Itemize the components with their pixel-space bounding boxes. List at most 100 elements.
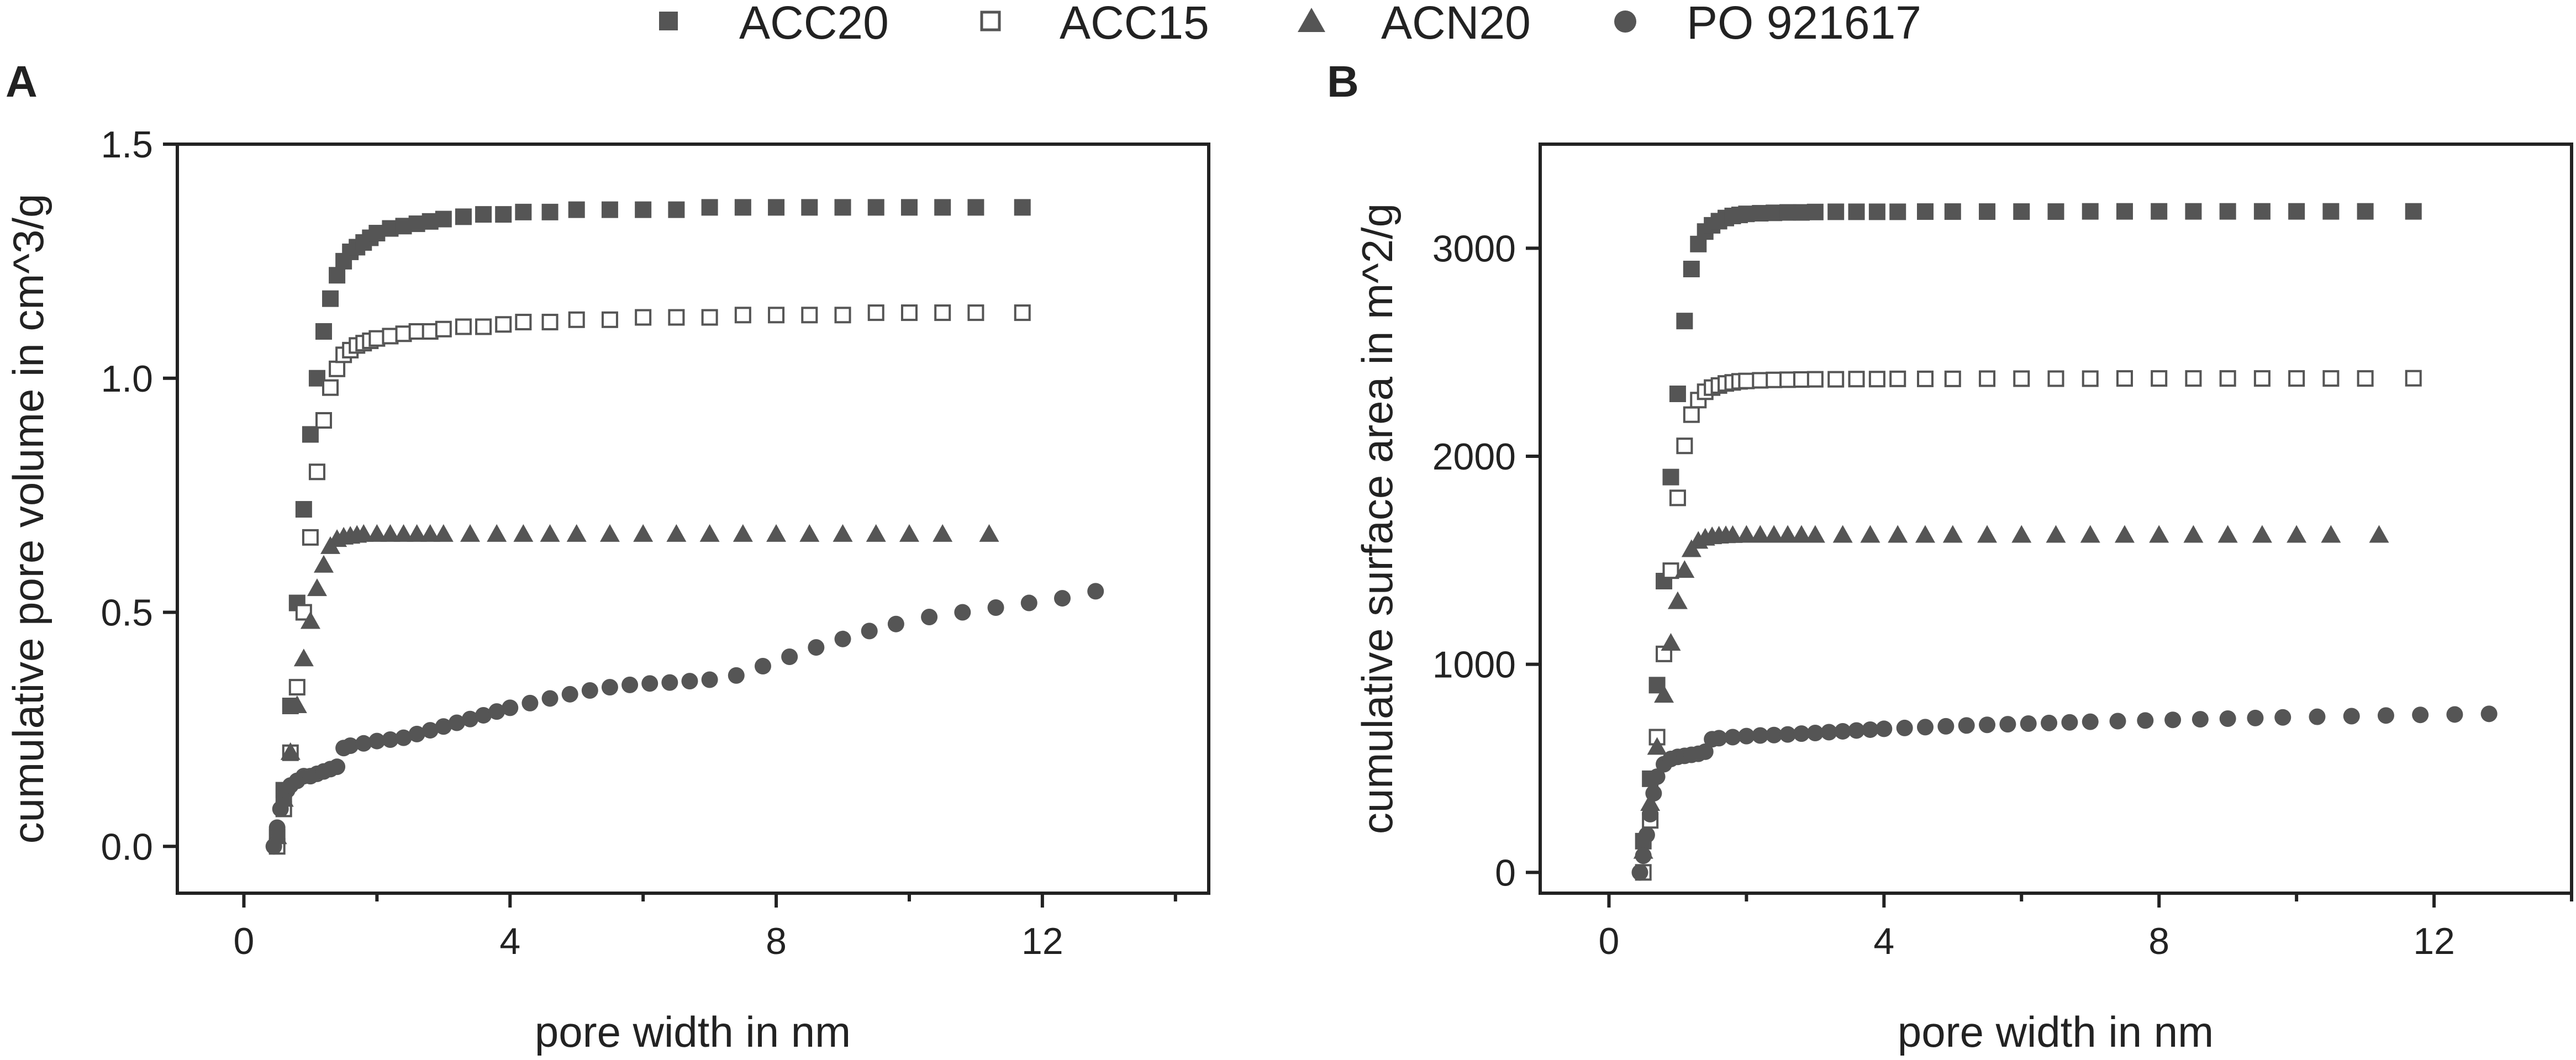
chart-panel-a: A 0 4 8 12 0.0 0.5 1.0 1.5 pore width in nm cum… [4, 57, 1210, 1056]
data-point-po921617-a [355, 735, 372, 752]
data-point-acc20-a [455, 208, 472, 225]
data-point-po921617-a [265, 838, 282, 855]
data-point-acn20-a [313, 555, 334, 573]
data-point-po921617-b [2309, 708, 2326, 725]
data-point-po921617-a [1087, 583, 1104, 600]
legend-item-po921617: PO 921617 [1614, 0, 1921, 49]
data-point-acc20-b [1848, 203, 1865, 220]
data-point-acn20-b [2149, 525, 2169, 543]
tick-group-b: 0 4 8 12 0 1000 2000 3000 [1432, 228, 2573, 962]
data-point-po921617-a [581, 682, 598, 699]
data-point-acc20-a [541, 203, 559, 220]
data-point-po921617-b [2412, 706, 2429, 724]
legend-label-acc20: ACC20 [739, 0, 889, 49]
data-point-acc20-a [568, 201, 585, 218]
data-point-acn20-b [1647, 737, 1667, 755]
data-point-acc20-b [2013, 203, 2030, 220]
data-point-acc20-a [834, 199, 851, 216]
data-point-po921617-b [2446, 706, 2463, 723]
data-point-acc20-b [2405, 203, 2422, 220]
data-point-acc15-b [1779, 371, 1797, 388]
data-point-po921617-b [2192, 711, 2209, 728]
data-point-acc15-a [515, 314, 532, 331]
data-point-acn20-b [1661, 633, 1681, 651]
series-acn20-a [267, 524, 999, 845]
data-point-po921617-a [661, 674, 678, 691]
data-point-acc15-b [1793, 371, 1810, 388]
x-tick-label-b: 4 [1873, 920, 1894, 962]
data-point-acc15-b [1766, 371, 1783, 388]
data-point-po921617-b [1958, 717, 1975, 734]
data-point-acn20-b [1915, 525, 1936, 543]
data-point-acc20-a [302, 426, 319, 443]
data-point-acn20-b [1888, 525, 1908, 543]
data-point-acc20-a [295, 501, 312, 518]
data-point-acn20-a [599, 524, 620, 542]
data-point-acn20-b [1805, 525, 1825, 543]
legend-item-acc15: ACC15 [980, 0, 1209, 49]
data-point-acc20-a [475, 206, 492, 223]
data-point-acn20-a [407, 524, 427, 542]
data-point-acc20-b [2357, 203, 2374, 220]
data-point-po921617-a [601, 679, 618, 696]
data-point-po921617-a [954, 604, 971, 621]
data-point-acn20-a [540, 524, 560, 542]
legend-marker-acn20 [1298, 8, 1325, 32]
data-point-acc20-a [867, 199, 884, 216]
data-point-acc20-a [329, 267, 346, 284]
data-point-acn20-a [899, 524, 919, 542]
legend: ACC20 ACC15 ACN20 PO 921617 [659, 0, 1921, 49]
data-point-po921617-b [1806, 724, 1824, 741]
data-point-acc20-a [635, 201, 652, 218]
data-point-acc20-a [967, 199, 984, 216]
data-point-po921617-b [2020, 715, 2037, 732]
data-point-po921617-b [2164, 711, 2182, 729]
legend-label-acc15: ACC15 [1060, 0, 1209, 49]
data-point-po921617-a [641, 675, 659, 692]
y-tick-label-a: 0.5 [101, 592, 153, 634]
y-axis-label-b: cumulative surface area in m^2/g [1353, 203, 1402, 834]
data-point-acn20-b [1736, 525, 1757, 543]
data-point-acc20-b [2322, 203, 2340, 220]
data-point-acn20-a [633, 524, 654, 542]
data-point-po921617-b [2377, 707, 2394, 724]
data-point-acc15-a [635, 309, 652, 326]
data-point-po921617-b [1766, 726, 1783, 743]
data-point-acc20-a [768, 199, 785, 216]
data-point-acc20-a [801, 199, 818, 216]
data-point-po921617-a [861, 623, 878, 640]
data-point-po921617-a [395, 729, 412, 746]
data-point-acc20-b [2116, 203, 2133, 220]
data-point-acc15-a [1014, 304, 1031, 321]
data-point-acc20-b [2253, 203, 2271, 220]
data-point-po921617-a [435, 718, 452, 735]
x-tick-label-a: 0 [234, 920, 255, 962]
data-point-po921617-a [808, 639, 825, 656]
data-point-acc15-b [2357, 370, 2374, 387]
data-point-acn20-a [799, 524, 820, 542]
data-point-po921617-b [2219, 710, 2236, 727]
data-point-acc15-b [1683, 406, 1700, 423]
data-point-po921617-a [448, 714, 465, 731]
data-point-acn20-a [733, 524, 753, 542]
data-point-po921617-a [728, 667, 745, 684]
data-point-acn20-a [300, 611, 320, 629]
series-po921617-b [1631, 705, 2498, 881]
data-point-po921617-b [1697, 743, 1714, 760]
x-tick-label-a: 8 [766, 920, 787, 962]
data-point-acn20-a [280, 742, 301, 760]
data-point-acc15-a [568, 311, 585, 328]
data-point-acn20-b [2321, 525, 2341, 543]
data-point-po921617-b [1937, 718, 1955, 735]
data-point-po921617-b [1834, 723, 1851, 740]
data-point-po921617-b [1638, 826, 1655, 843]
data-point-acn20-a [433, 524, 454, 542]
data-point-acc15-b [1868, 371, 1885, 388]
data-point-po921617-a [1054, 590, 1071, 607]
data-point-acc20-b [2219, 203, 2236, 220]
series-acn20-b [1633, 525, 2389, 859]
y-tick-label-a: 0.0 [101, 826, 153, 868]
data-point-po921617-b [2137, 712, 2154, 729]
data-point-po921617-a [781, 648, 798, 666]
data-point-acc15-a [900, 304, 918, 321]
